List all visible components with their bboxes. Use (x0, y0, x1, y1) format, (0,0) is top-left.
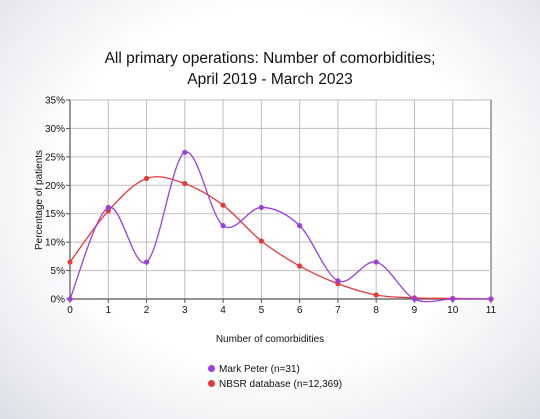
data-point-series-1 (488, 296, 494, 302)
y-tick-label: 20% (45, 181, 65, 192)
x-tick-label: 5 (259, 305, 265, 316)
data-point-series-1 (220, 223, 226, 229)
axes: 0% 5% 10% 15% 20% 25% 30% 35% 0 1 2 3 4 5 6 7 8 9 10 11 (45, 96, 497, 317)
data-point-series-1 (105, 204, 111, 211)
x-axis-label: Number of comorbidities (216, 334, 324, 345)
y-tick-label: 25% (45, 152, 65, 163)
x-tick-label: 3 (182, 305, 188, 316)
x-tick-label: 0 (67, 305, 73, 316)
plot-background (69, 99, 492, 300)
legend-marker-series-2 (208, 379, 215, 387)
data-point-series-1 (373, 259, 379, 265)
data-point-series-2 (182, 180, 188, 187)
data-point-series-1 (297, 223, 303, 229)
y-tick-label: 0% (51, 295, 66, 306)
x-tick-label: 1 (105, 305, 111, 316)
x-tick-label: 2 (144, 305, 150, 316)
chart-subtitle: April 2019 - March 2023 (187, 71, 353, 88)
x-tick-label: 7 (335, 305, 341, 316)
data-point-series-1 (411, 296, 418, 302)
gridlines (69, 99, 492, 300)
y-tick-label: 5% (51, 266, 66, 277)
y-tick-label: 30% (45, 124, 65, 135)
y-tick-label: 35% (45, 96, 65, 107)
chart-title: All primary operations: Number of comorb… (104, 50, 436, 67)
series-layer (67, 149, 494, 303)
data-point-series-2 (373, 292, 379, 298)
data-point-series-2 (297, 263, 303, 269)
data-point-series-1 (258, 204, 264, 211)
x-tick-label: 6 (297, 305, 303, 316)
data-point-series-2 (258, 238, 264, 244)
y-tick-label: 15% (45, 209, 65, 220)
data-point-series-1 (67, 296, 73, 302)
data-point-series-1 (182, 149, 188, 155)
legend-label-series-2: NBSR database (n=12,369) (219, 379, 343, 390)
x-tick-label: 10 (447, 305, 459, 316)
y-tick-label: 10% (45, 238, 65, 249)
data-point-series-2 (220, 202, 226, 208)
legend-marker-series-1 (208, 364, 215, 372)
data-point-series-1 (143, 259, 150, 265)
x-tick-label: 4 (220, 305, 226, 316)
legend-item-series-2: NBSR database (n=12,369) (208, 379, 342, 390)
data-point-series-2 (67, 259, 73, 265)
x-tick-label: 8 (373, 305, 379, 316)
data-point-series-1 (450, 296, 456, 302)
data-point-series-2 (143, 175, 150, 182)
x-tick-label: 9 (412, 305, 418, 316)
x-tick-label: 11 (486, 305, 497, 316)
y-axis-label: Percentage of patients (34, 150, 45, 250)
legend-item-series-1: Mark Peter (n=31) (208, 364, 300, 375)
legend-label-series-1: Mark Peter (n=31) (219, 364, 300, 375)
data-point-series-1 (335, 278, 341, 284)
